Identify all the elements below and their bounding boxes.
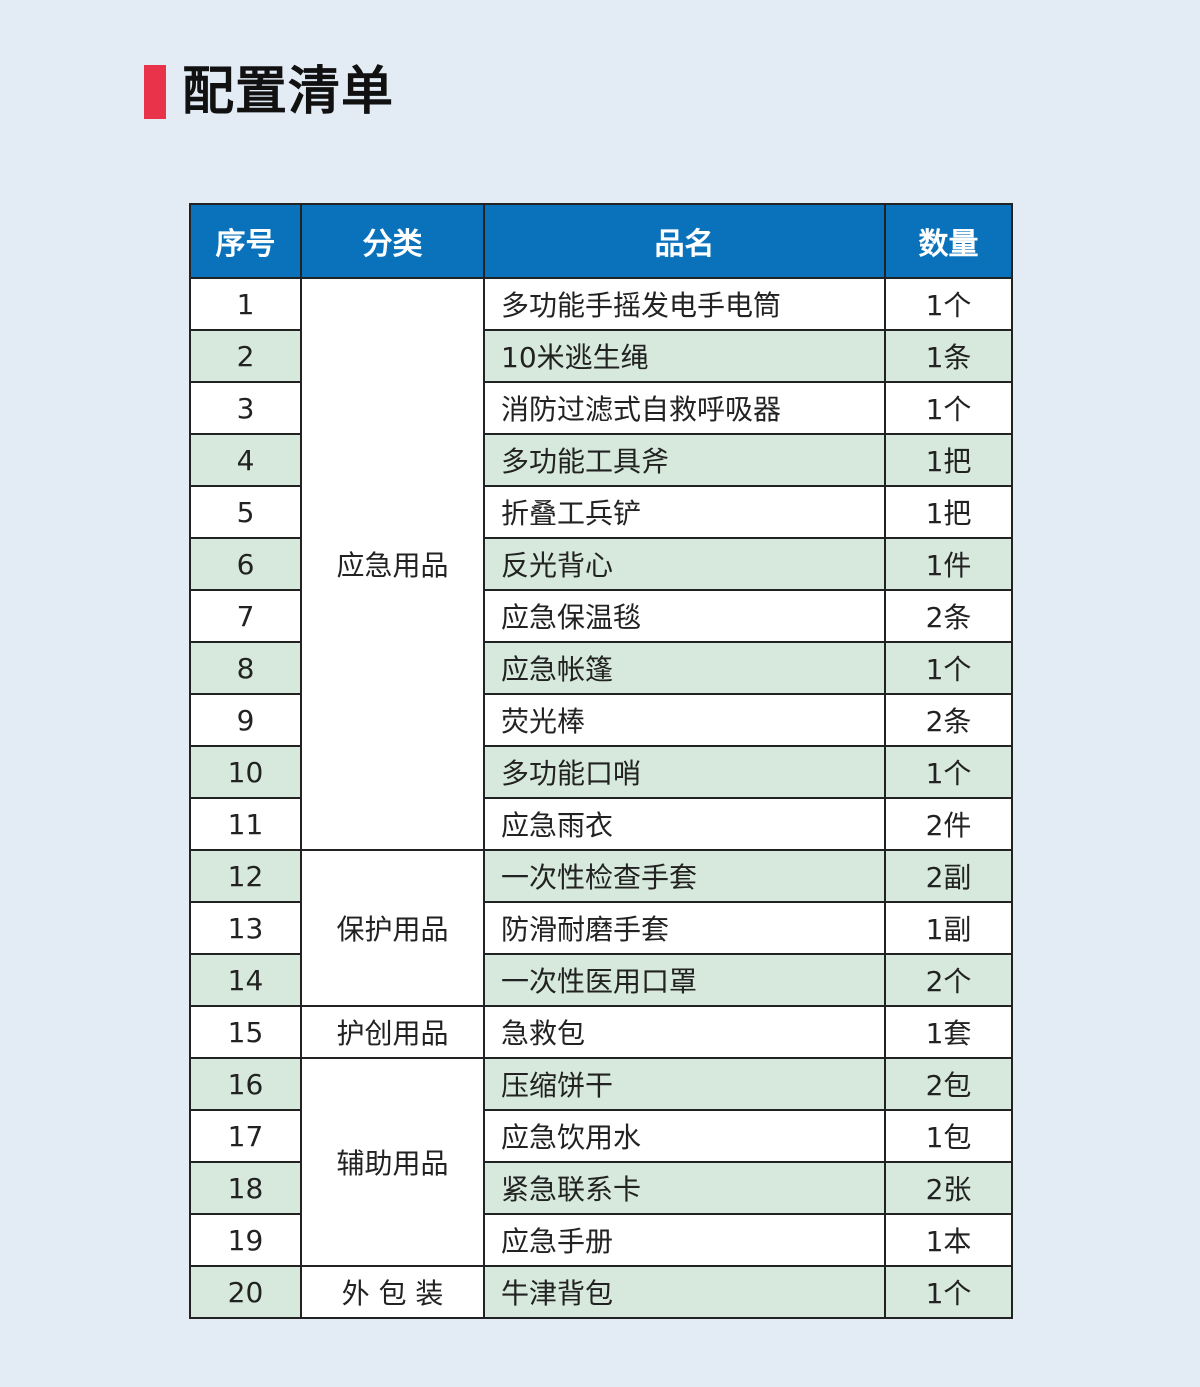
cell-no: 17 [189, 1109, 302, 1163]
cell-item-name: 消防过滤式自救呼吸器 [483, 381, 886, 435]
cell-no: 15 [189, 1005, 302, 1059]
cell-no: 14 [189, 953, 302, 1007]
table-row: 6 反光背心 1件 [189, 537, 1013, 591]
cell-qty: 1个 [884, 277, 1013, 331]
header-no: 序号 [189, 203, 302, 279]
table-row: 14 一次性医用口罩 2个 [189, 953, 1013, 1007]
cell-qty: 1把 [884, 485, 1013, 539]
cell-item-name: 防滑耐磨手套 [483, 901, 886, 955]
table-row: 3 消防过滤式自救呼吸器 1个 [189, 381, 1013, 435]
cell-no: 2 [189, 329, 302, 383]
cell-item-name: 多功能手摇发电手电筒 [483, 277, 886, 331]
table-row: 17 应急饮用水 1包 [189, 1109, 1013, 1163]
table-row: 1 应急用品 多功能手摇发电手电筒 1个 [189, 277, 1013, 851]
cell-qty: 2张 [884, 1161, 1013, 1215]
cell-qty: 1本 [884, 1213, 1013, 1267]
cell-item-name: 10米逃生绳 [483, 329, 886, 383]
table-row: 15 护创用品 急救包 1套 [189, 1005, 1013, 1059]
cell-no: 20 [189, 1265, 302, 1319]
cell-qty: 1个 [884, 1265, 1013, 1319]
cell-qty: 1件 [884, 537, 1013, 591]
table-row: 18 紧急联系卡 2张 [189, 1161, 1013, 1215]
cell-item-name: 应急帐篷 [483, 641, 886, 695]
table-row: 4 多功能工具斧 1把 [189, 433, 1013, 487]
cell-item-name: 一次性医用口罩 [483, 953, 886, 1007]
cell-qty: 1套 [884, 1005, 1013, 1059]
table-row: 13 防滑耐磨手套 1副 [189, 901, 1013, 955]
cell-item-name: 应急饮用水 [483, 1109, 886, 1163]
table-row: 8 应急帐篷 1个 [189, 641, 1013, 695]
cell-no: 7 [189, 589, 302, 643]
cell-qty: 1个 [884, 641, 1013, 695]
cell-item-name: 折叠工兵铲 [483, 485, 886, 539]
cell-no: 4 [189, 433, 302, 487]
cell-category: 应急用品 [300, 277, 485, 851]
cell-qty: 1包 [884, 1109, 1013, 1163]
header-qty: 数量 [884, 203, 1013, 279]
cell-qty: 1个 [884, 745, 1013, 799]
cell-qty: 2条 [884, 693, 1013, 747]
table-row: 11 应急雨衣 2件 [189, 797, 1013, 851]
page-header: 配置清单 [144, 62, 394, 122]
cell-category: 辅助用品 [300, 1057, 485, 1267]
cell-qty: 2副 [884, 849, 1013, 903]
header-category: 分类 [300, 203, 485, 279]
cell-no: 9 [189, 693, 302, 747]
cell-qty: 1把 [884, 433, 1013, 487]
table-row: 16 辅助用品 压缩饼干 2包 [189, 1057, 1013, 1267]
cell-qty: 2个 [884, 953, 1013, 1007]
table-row: 7 应急保温毯 2条 [189, 589, 1013, 643]
table-row: 2 10米逃生绳 1条 [189, 329, 1013, 383]
cell-category: 保护用品 [300, 849, 485, 1007]
cell-item-name: 紧急联系卡 [483, 1161, 886, 1215]
cell-item-name: 牛津背包 [483, 1265, 886, 1319]
table-row: 19 应急手册 1本 [189, 1213, 1013, 1267]
table-row: 9 荧光棒 2条 [189, 693, 1013, 747]
cell-item-name: 急救包 [483, 1005, 886, 1059]
cell-no: 16 [189, 1057, 302, 1111]
title-accent-bar [144, 65, 166, 119]
cell-no: 8 [189, 641, 302, 695]
cell-item-name: 荧光棒 [483, 693, 886, 747]
table-row: 12 保护用品 一次性检查手套 2副 [189, 849, 1013, 1007]
cell-no: 1 [189, 277, 302, 331]
cell-no: 3 [189, 381, 302, 435]
cell-qty: 2件 [884, 797, 1013, 851]
cell-category: 外 包 装 [300, 1265, 485, 1319]
config-list-table: 序号 分类 品名 数量 1 应急用品 多功能手摇发电手电筒 1个 2 10米逃生绳 1条 3 消… [189, 203, 1013, 1319]
cell-no: 18 [189, 1161, 302, 1215]
cell-qty: 2条 [884, 589, 1013, 643]
table-row: 5 折叠工兵铲 1把 [189, 485, 1013, 539]
table-row: 20 外 包 装牛津背包 1个 [189, 1265, 1013, 1319]
cell-category: 护创用品 [300, 1005, 485, 1059]
cell-item-name: 应急保温毯 [483, 589, 886, 643]
cell-qty: 1条 [884, 329, 1013, 383]
cell-no: 6 [189, 537, 302, 591]
cell-qty: 2包 [884, 1057, 1013, 1111]
cell-qty: 1副 [884, 901, 1013, 955]
cell-no: 19 [189, 1213, 302, 1267]
table-body: 1 应急用品 多功能手摇发电手电筒 1个 2 10米逃生绳 1条 3 消防过滤式自救呼吸器 1个 4… [189, 277, 1013, 1319]
cell-item-name: 应急雨衣 [483, 797, 886, 851]
cell-item-name: 压缩饼干 [483, 1057, 886, 1111]
cell-item-name: 一次性检查手套 [483, 849, 886, 903]
table-row: 10 多功能口哨 1个 [189, 745, 1013, 799]
cell-item-name: 反光背心 [483, 537, 886, 591]
cell-no: 11 [189, 797, 302, 851]
cell-item-name: 多功能口哨 [483, 745, 886, 799]
cell-no: 12 [189, 849, 302, 903]
cell-no: 5 [189, 485, 302, 539]
cell-no: 13 [189, 901, 302, 955]
cell-item-name: 应急手册 [483, 1213, 886, 1267]
cell-no: 10 [189, 745, 302, 799]
cell-qty: 1个 [884, 381, 1013, 435]
header-name: 品名 [483, 203, 886, 279]
cell-item-name: 多功能工具斧 [483, 433, 886, 487]
table-header-row: 序号 分类 品名 数量 [189, 203, 1013, 279]
page-title: 配置清单 [182, 62, 395, 122]
